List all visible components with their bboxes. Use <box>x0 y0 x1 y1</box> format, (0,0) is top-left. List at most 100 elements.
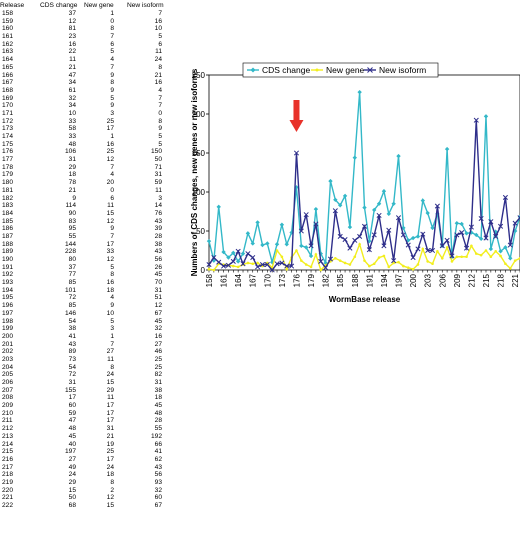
data-point <box>508 256 513 261</box>
data-point <box>206 261 212 268</box>
table-cell: 215 <box>2 448 14 456</box>
table-cell: 190 <box>2 256 14 263</box>
table-cell: 0 <box>158 109 162 117</box>
data-point <box>410 235 416 241</box>
table-cell: 18 <box>68 171 76 179</box>
data-point <box>507 242 513 248</box>
data-point <box>308 243 314 249</box>
table-cell: 101 <box>64 286 76 294</box>
table-cell: 9 <box>110 302 114 310</box>
legend-marker <box>250 67 256 73</box>
table-row: 189 228 33 43 <box>0 248 190 256</box>
table-row: 206 31 15 31 <box>0 379 190 387</box>
data-point <box>489 255 493 259</box>
data-point <box>454 221 460 226</box>
data-point <box>488 219 494 225</box>
table-cell: 169 <box>2 94 14 102</box>
chart-axes: 0 50 100 150 200 250 158 161 164 167 170 173 176 179 1… <box>192 71 520 287</box>
table-row: 173 58 17 9 <box>0 125 190 133</box>
data-point <box>425 247 431 254</box>
data-point <box>400 232 406 238</box>
table-row: 211 47 17 28 <box>0 417 190 425</box>
table-row: 196 85 9 12 <box>0 302 190 310</box>
table-cell: 211 <box>2 417 13 425</box>
data-point <box>285 267 289 271</box>
legend-marker <box>315 68 319 72</box>
table-cell: 48 <box>154 409 162 417</box>
data-point <box>498 223 504 229</box>
data-point <box>309 265 313 269</box>
table-cell: 1 <box>110 10 114 17</box>
table-cell: 7 <box>110 163 114 171</box>
table-cell: 31 <box>154 379 162 386</box>
table-cell: 12 <box>106 494 114 502</box>
data-point <box>402 264 405 268</box>
table-cell: 185 <box>2 217 14 225</box>
table-row: 214 40 19 66 <box>0 441 190 449</box>
data-point <box>235 248 241 254</box>
table-row: 222 68 15 67 <box>0 502 190 510</box>
data-point <box>207 267 211 271</box>
table-cell: 45 <box>154 271 162 279</box>
data-point <box>289 263 295 269</box>
table-cell: 182 <box>2 194 14 202</box>
table-cell: 164 <box>2 56 14 64</box>
table-cell: 222 <box>2 502 14 509</box>
table-cell: 19 <box>106 440 114 448</box>
table-cell: 207 <box>2 386 14 394</box>
table-cell: 197 <box>2 309 14 317</box>
data-point <box>225 262 231 268</box>
data-point <box>391 201 396 206</box>
table-cell: 21 <box>68 186 76 194</box>
table-cell: 205 <box>2 371 14 379</box>
data-point <box>439 243 445 249</box>
x-tick-label: 215 <box>482 273 491 287</box>
table-cell: 59 <box>68 409 76 417</box>
table-cell: 32 <box>154 486 162 494</box>
table-cell: 12 <box>106 256 114 263</box>
table-cell: 3 <box>158 194 162 202</box>
data-point <box>319 268 323 272</box>
table-cell: 160 <box>2 25 14 33</box>
table-cell: 62 <box>154 455 162 463</box>
data-point <box>231 250 236 256</box>
data-point <box>470 244 473 248</box>
table-row: 175 48 16 5 <box>0 141 190 149</box>
x-tick-label: 188 <box>351 273 360 287</box>
table-cell: 43 <box>68 340 76 348</box>
table-cell: 39 <box>154 225 162 233</box>
table-row: 220 15 2 32 <box>0 487 190 495</box>
data-point <box>298 228 304 234</box>
table-cell: 7 <box>110 232 114 240</box>
data-point <box>245 231 251 236</box>
table-cell: 72 <box>68 294 76 302</box>
data-point <box>246 261 250 265</box>
table-cell: 7 <box>158 94 162 102</box>
x-tick-label: 212 <box>467 273 476 287</box>
line-chart: 0 50 100 150 200 250 158 161 164 167 170 173 176 179 1… <box>190 62 520 304</box>
table-cell: 48 <box>68 425 76 433</box>
data-point <box>332 208 338 214</box>
table-cell: 9 <box>110 71 114 79</box>
x-tick-label: 209 <box>453 273 462 287</box>
data-point <box>469 230 474 235</box>
data-point <box>216 259 222 265</box>
table-row: 217 49 24 43 <box>0 464 190 472</box>
annotation-arrow <box>289 100 304 132</box>
table-cell: 55 <box>68 232 76 240</box>
data-point <box>363 259 366 262</box>
table-cell: 48 <box>68 140 76 148</box>
table-cell: 159 <box>2 17 14 25</box>
data-point <box>392 261 395 265</box>
table-row: 188 144 17 38 <box>0 241 190 249</box>
table-row: 200 41 1 16 <box>0 333 190 341</box>
table-row: 190 80 12 56 <box>0 256 190 264</box>
table-cell: 31 <box>154 171 162 179</box>
table-row: 180 78 20 59 <box>0 179 190 187</box>
table-cell: 15 <box>106 379 114 386</box>
table-cell: 66 <box>154 440 162 448</box>
data-point <box>460 255 463 259</box>
y-tick-label: 150 <box>192 149 206 158</box>
data-point <box>445 246 449 249</box>
table-cell: 49 <box>68 463 76 471</box>
